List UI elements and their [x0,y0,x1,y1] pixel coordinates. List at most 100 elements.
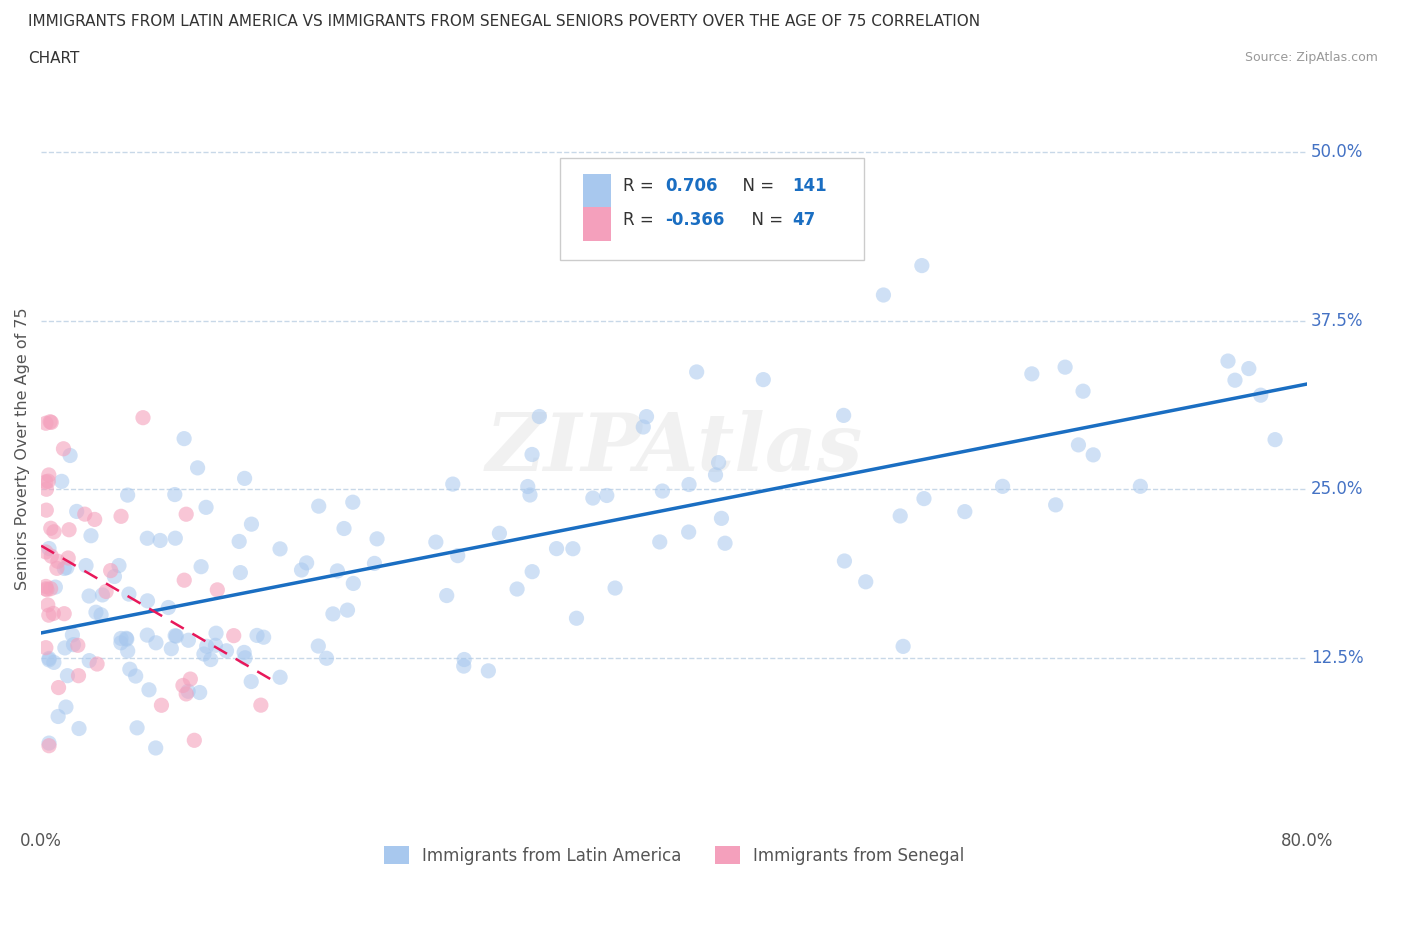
Point [322,606,344,621]
Point [174,507,197,522]
Text: 25.0%: 25.0% [1310,480,1364,498]
Point [46,709,69,724]
Point [1223,373,1246,388]
Point [425,535,447,550]
Point [200,652,222,667]
Point [62,637,84,652]
Point [160,642,183,657]
Text: IMMIGRANTS FROM LATIN AMERICA VS IMMIGRANTS FROM SENEGAL SENIORS POVERTY OVER TH: IMMIGRANTS FROM LATIN AMERICA VS IMMIGRA… [28,14,980,29]
Point [228,534,250,549]
Point [453,652,475,667]
Point [436,588,458,603]
Point [35,482,58,497]
Point [90,607,112,622]
Point [59,448,82,463]
Point [269,670,291,684]
Point [707,455,730,470]
Point [1045,498,1067,512]
Point [39,581,62,596]
Point [35,582,58,597]
Point [174,686,197,701]
Point [77,589,100,604]
Text: 50.0%: 50.0% [1310,143,1364,161]
Point [447,548,470,563]
Point [215,644,238,658]
Point [37,597,59,612]
Point [195,639,218,654]
Point [83,512,105,527]
Point [912,491,935,506]
Point [872,287,894,302]
Point [35,474,58,489]
Point [150,698,173,712]
Point [173,432,195,446]
Point [53,561,76,576]
Point [582,491,605,506]
Point [165,531,187,546]
Point [73,507,96,522]
Point [204,638,226,653]
Point [35,640,58,655]
Point [315,651,337,666]
Point [165,629,187,644]
Point [229,565,252,580]
Point [118,587,141,602]
Point [187,460,209,475]
Point [115,631,138,646]
Point [80,528,103,543]
Point [125,669,148,684]
Point [56,669,79,684]
Point [678,477,700,492]
Point [84,604,107,619]
Point [136,593,159,608]
Point [651,484,673,498]
Text: -0.366: -0.366 [665,211,724,230]
Point [516,479,538,494]
FancyBboxPatch shape [583,207,610,242]
Point [39,415,62,430]
Point [506,581,529,596]
Point [115,631,138,645]
Point [520,447,543,462]
Point [172,678,194,693]
Point [546,541,568,556]
Point [240,517,263,532]
Point [48,680,70,695]
Point [110,631,132,646]
Point [75,558,97,573]
Point [207,582,229,597]
Point [77,653,100,668]
Point [1216,353,1239,368]
Point [51,474,73,489]
Point [636,409,658,424]
Text: 47: 47 [792,211,815,230]
Point [1021,366,1043,381]
Point [704,468,727,483]
Point [561,541,583,556]
Point [366,531,388,546]
Point [42,655,65,670]
Text: 37.5%: 37.5% [1310,312,1364,329]
Point [103,569,125,584]
Point [55,699,77,714]
Text: R =: R = [623,211,659,230]
Point [53,641,76,656]
Point [714,536,737,551]
Point [117,487,139,502]
Point [38,607,60,622]
Point [58,523,80,538]
Point [1250,388,1272,403]
Point [38,651,60,666]
Point [179,671,201,686]
Point [269,541,291,556]
Point [1071,384,1094,399]
Point [117,644,139,658]
Point [195,500,218,515]
Point [1264,432,1286,447]
Point [336,603,359,618]
Point [56,560,79,575]
Text: 0.706: 0.706 [665,178,717,195]
Point [38,738,60,753]
Point [519,487,541,502]
Point [333,521,356,536]
